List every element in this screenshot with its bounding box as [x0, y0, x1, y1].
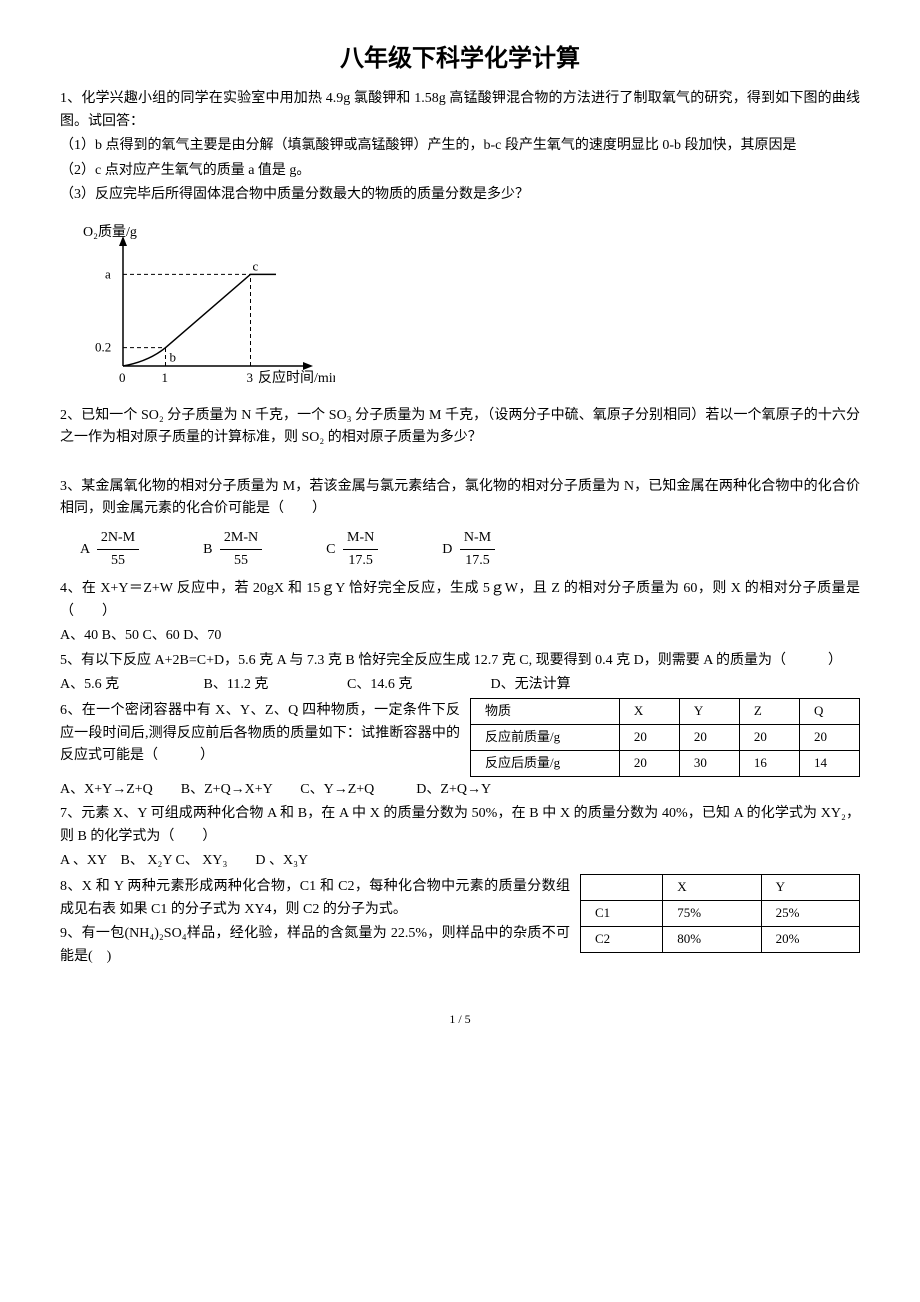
q7-options: A 、XY B、 X₂Y C、 XY₃ D 、X₃Y [60, 850, 860, 872]
q4-stem: 4、在 X+Y＝Z+W 反应中，若 20gX 和 15ｇY 恰好完全反应，生成 … [60, 578, 860, 623]
svg-text:0.2: 0.2 [95, 340, 111, 355]
q5-stem: 5、有以下反应 A+2B=C+D，5.6 克 A 与 7.3 克 B 恰好完全反… [60, 650, 860, 672]
svg-text:1: 1 [162, 370, 169, 385]
q4-options: A、40 B、50 C、60 D、70 [60, 625, 860, 647]
q1-chart: O₂质量/g 反应时间/min 0 1 3 0.2 a b c [75, 216, 860, 394]
q1-sub2: （2）c 点对应产生氧气的质量 a 值是 g。 [60, 160, 860, 182]
svg-text:O₂质量/g: O₂质量/g [83, 224, 137, 240]
q8-table: X Y C1 75% 25% C2 80% 20% [580, 874, 860, 952]
svg-text:3: 3 [247, 370, 254, 385]
table-row: C2 80% 20% [581, 926, 860, 952]
svg-text:c: c [253, 259, 259, 274]
q3-stem: 3、某金属氧化物的相对分子质量为 M，若该金属与氯元素结合，氯化物的相对分子质量… [60, 476, 860, 521]
q1-sub1: （1）b 点得到的氧气主要是由分解（填氯酸钾或高锰酸钾）产生的，b-c 段产生氧… [60, 135, 860, 157]
page-title: 八年级下科学化学计算 [60, 40, 860, 78]
table-row: 反应前质量/g 20 20 20 20 [471, 725, 860, 751]
table-row: X Y [581, 875, 860, 901]
q7-stem: 7、元素 X、Y 可组成两种化合物 A 和 B，在 A 中 X 的质量分数为 5… [60, 803, 860, 848]
q3-optD: D N-M17.5 [442, 527, 499, 573]
q1-stem: 1、化学兴趣小组的同学在实验室中用加热 4.9g 氯酸钾和 1.58g 高锰酸钾… [60, 88, 860, 133]
q2: 2、已知一个 SO₂ 分子质量为 N 千克，一个 SO₃ 分子质量为 M 千克，… [60, 405, 860, 450]
q3-optB: B 2M-N55 [203, 527, 266, 573]
oxygen-chart-svg: O₂质量/g 反应时间/min 0 1 3 0.2 a b c [75, 216, 335, 386]
q6-options: A、X+Y→Z+Q B、Z+Q→X+Y C、Y→Z+Q D、Z+Q→Y [60, 779, 860, 801]
page-footer: 1 / 5 [60, 1010, 860, 1029]
table-row: 物质 X Y Z Q [471, 699, 860, 725]
q6-table: 物质 X Y Z Q 反应前质量/g 20 20 20 20 反应后质量/g 2… [470, 698, 860, 776]
svg-text:0: 0 [119, 370, 126, 385]
table-row: 反应后质量/g 20 30 16 14 [471, 751, 860, 777]
q5-options: A、5.6 克 B、11.2 克 C、14.6 克 D、无法计算 [60, 674, 860, 696]
q1-sub3: （3）反应完毕后所得固体混合物中质量分数最大的物质的质量分数是多少？ [60, 184, 860, 206]
q3-optA: A 2N-M55 [80, 527, 143, 573]
svg-text:反应时间/min: 反应时间/min [258, 369, 335, 386]
table-row: C1 75% 25% [581, 901, 860, 927]
q3-optC: C M-N17.5 [326, 527, 382, 573]
svg-text:a: a [105, 267, 111, 282]
q3-options: A 2N-M55 B 2M-N55 C M-N17.5 D N-M17.5 [80, 527, 860, 573]
svg-text:b: b [170, 350, 177, 365]
